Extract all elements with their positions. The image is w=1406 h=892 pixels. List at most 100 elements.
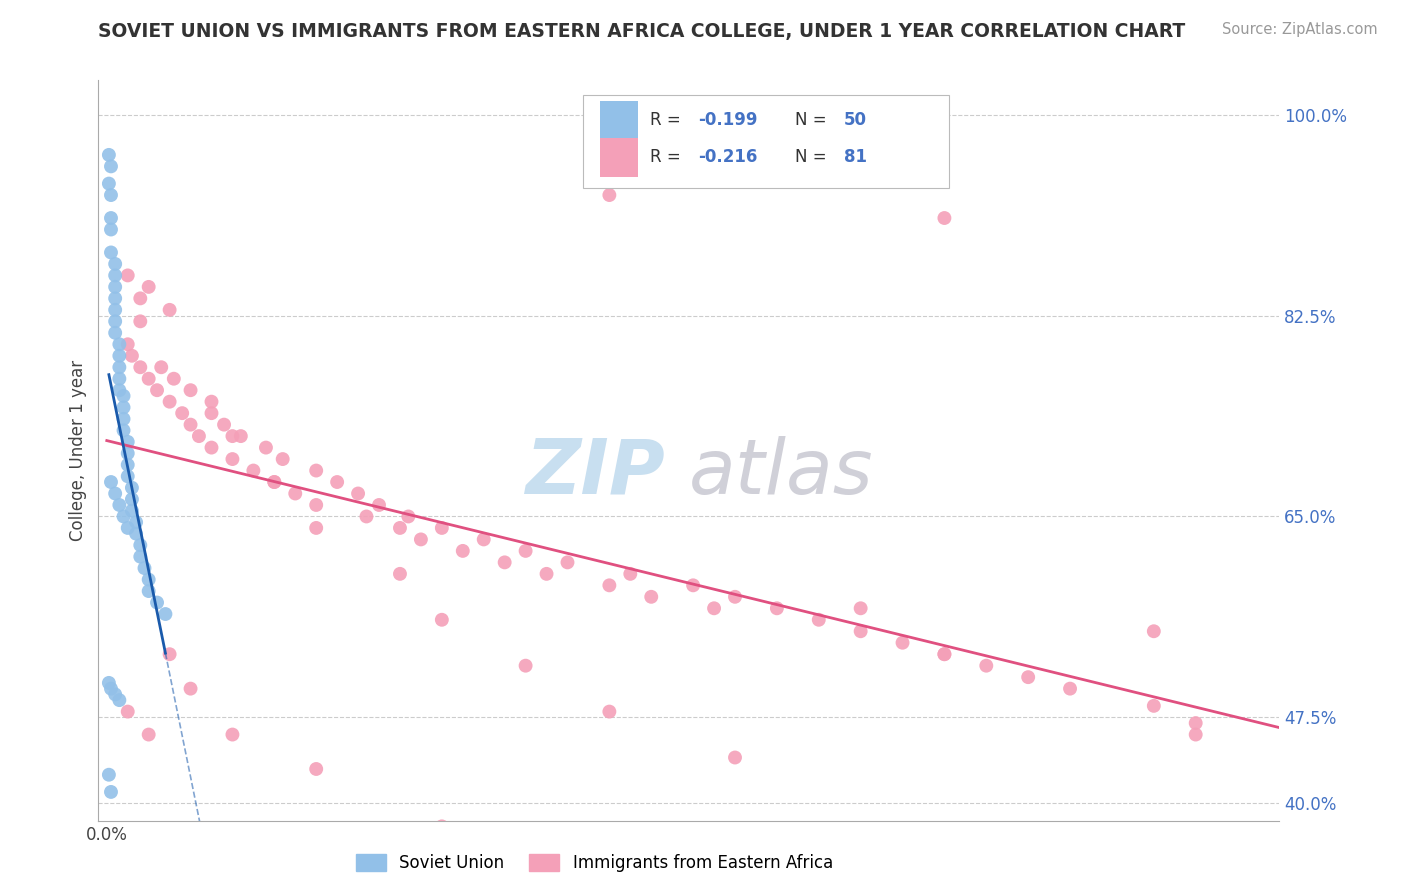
Point [104,314,127,328]
Point [117,705,139,719]
Text: 81: 81 [844,148,866,166]
Point [724,750,747,764]
Point [108,337,131,351]
Point [891,636,914,650]
Point [271,452,294,467]
Point [100,211,122,225]
Point [104,326,127,340]
Text: N =: N = [796,112,832,129]
Point [849,624,872,639]
Point [138,372,160,386]
Point [305,498,328,512]
Point [221,727,243,741]
Point [100,785,122,799]
Point [117,458,139,472]
Point [104,280,127,294]
Legend: Soviet Union, Immigrants from Eastern Africa: Soviet Union, Immigrants from Eastern Af… [349,847,839,879]
Point [125,526,148,541]
Point [451,544,474,558]
Point [129,360,152,375]
Point [134,561,156,575]
Point [221,452,243,467]
Point [129,549,152,564]
Point [284,486,307,500]
Point [104,687,127,701]
Point [121,481,143,495]
Point [263,475,285,489]
Point [1143,624,1166,639]
Point [682,578,704,592]
Text: SOVIET UNION VS IMMIGRANTS FROM EASTERN AFRICA COLLEGE, UNDER 1 YEAR CORRELATION: SOVIET UNION VS IMMIGRANTS FROM EASTERN … [98,22,1185,41]
Point [121,504,143,518]
Point [117,469,139,483]
Point [97,676,120,690]
Point [97,768,120,782]
Point [598,705,620,719]
Point [108,372,131,386]
Point [472,533,495,547]
Point [388,521,411,535]
Point [100,245,122,260]
Point [356,509,378,524]
FancyBboxPatch shape [600,101,638,139]
Point [305,762,328,776]
Point [1059,681,1081,696]
Point [159,394,181,409]
Point [100,222,122,236]
Point [724,590,747,604]
Point [200,394,222,409]
Point [117,337,139,351]
Point [766,601,789,615]
Point [150,360,173,375]
Point [104,268,127,283]
Point [97,177,120,191]
Point [430,819,453,833]
Point [200,441,222,455]
Point [117,434,139,449]
Point [305,464,328,478]
FancyBboxPatch shape [600,138,638,177]
Point [849,601,872,615]
Point [221,429,243,443]
Point [1184,727,1206,741]
Point [129,314,152,328]
Point [515,658,537,673]
Point [112,423,135,437]
Point [807,613,830,627]
Point [703,601,725,615]
FancyBboxPatch shape [582,95,949,187]
Point [254,441,277,455]
Point [430,613,453,627]
Point [112,389,135,403]
Point [242,464,264,478]
Point [104,486,127,500]
Point [934,211,956,225]
Point [100,681,122,696]
Point [155,607,177,621]
Point [159,302,181,317]
Point [212,417,235,432]
Point [1017,670,1039,684]
Point [100,475,122,489]
Point [172,406,194,420]
Point [347,486,370,500]
Point [104,257,127,271]
Point [263,475,285,489]
Text: R =: R = [650,112,686,129]
Text: R =: R = [650,148,686,166]
Text: ZIP: ZIP [526,435,665,509]
Point [108,349,131,363]
Point [117,521,139,535]
Point [515,544,537,558]
Point [108,693,131,707]
Point [1184,716,1206,731]
Point [104,302,127,317]
Text: Source: ZipAtlas.com: Source: ZipAtlas.com [1222,22,1378,37]
Text: N =: N = [796,148,832,166]
Point [368,498,391,512]
Point [619,566,641,581]
Point [229,429,252,443]
Point [138,727,160,741]
Point [100,160,122,174]
Point [494,555,516,569]
